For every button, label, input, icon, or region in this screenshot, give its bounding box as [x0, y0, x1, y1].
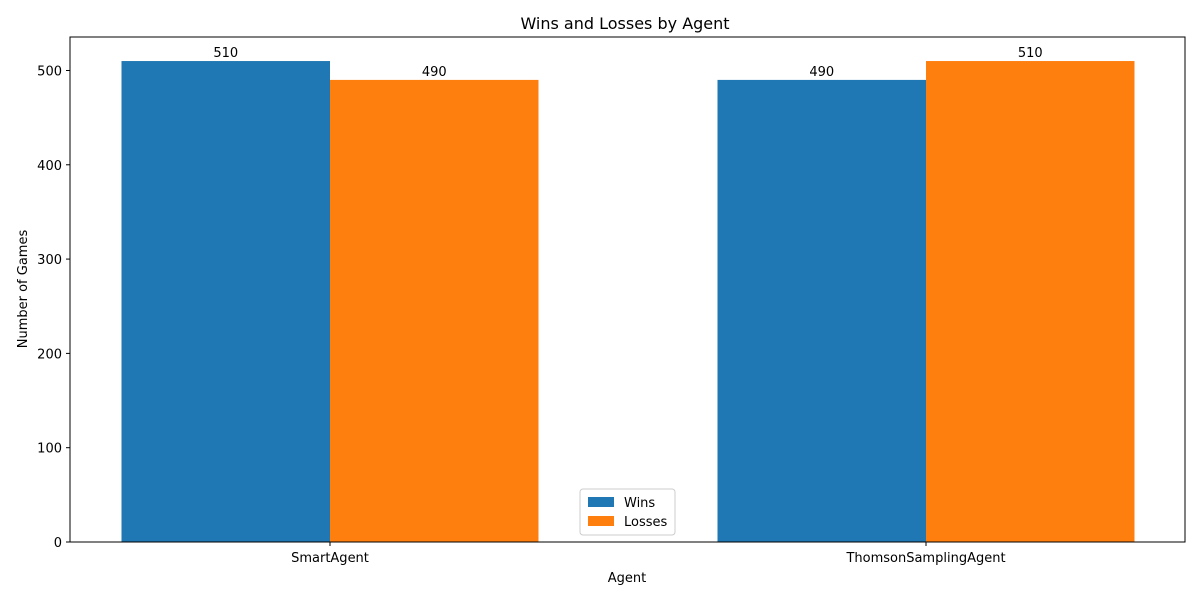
bar-wins-smartagent [121, 61, 330, 543]
data-label: 510 [213, 46, 238, 61]
x-tick-label: SmartAgent [291, 551, 369, 566]
bar-losses-smartagent [330, 79, 539, 542]
legend: Wins Losses [579, 488, 676, 536]
y-axis-label: Number of Games [16, 230, 31, 349]
legend-label-wins: Wins [624, 496, 655, 511]
x-axis-label: Agent [608, 571, 646, 586]
plot-area: 0 100 200 300 400 500 510 490 SmartAgent 490 510 Th… [37, 36, 1186, 566]
data-label: 490 [422, 65, 447, 80]
data-label: 490 [809, 65, 834, 80]
bar-losses-thomsonsamplingagent [926, 61, 1135, 543]
y-tick-label: 300 [37, 253, 62, 268]
y-tick-label: 200 [37, 347, 62, 362]
legend-label-losses: Losses [624, 515, 668, 530]
y-tick-label: 0 [54, 536, 62, 551]
chart-title: Wins and Losses by Agent [520, 14, 729, 33]
legend-swatch-wins [588, 497, 614, 507]
axes-frame [69, 36, 1186, 543]
y-tick-label: 500 [37, 64, 62, 79]
y-tick-label: 100 [37, 442, 62, 457]
legend-swatch-losses [588, 516, 614, 526]
data-label: 510 [1018, 46, 1043, 61]
bar-wins-thomsonsamplingagent [717, 79, 926, 542]
y-tick-label: 400 [37, 159, 62, 174]
x-tick-label: ThomsonSamplingAgent [845, 551, 1005, 566]
